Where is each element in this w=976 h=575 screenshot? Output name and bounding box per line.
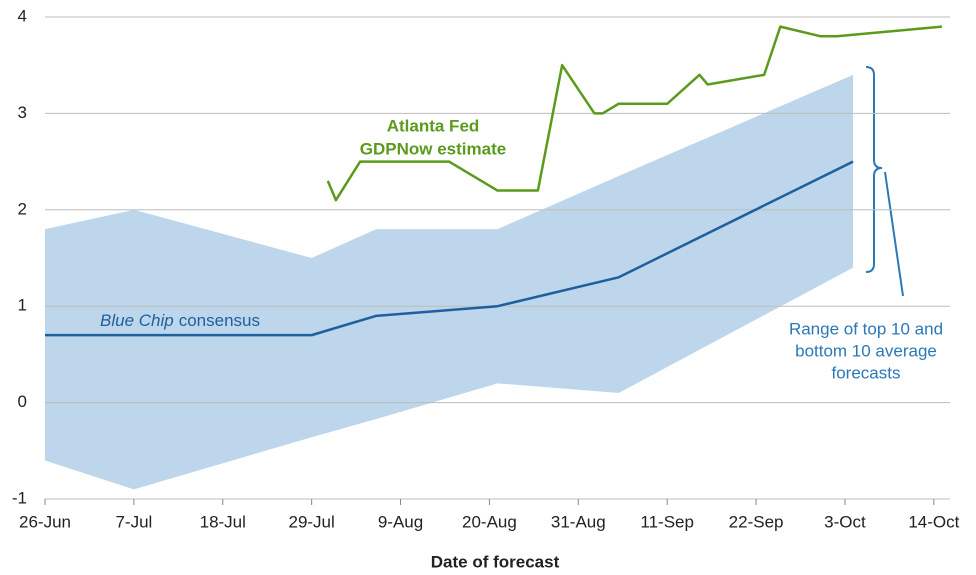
x-tick-label: 26-Jun — [19, 512, 71, 531]
range-brace — [865, 66, 883, 273]
band-label: bottom 10 average — [795, 341, 937, 360]
y-tick-label: 1 — [18, 296, 27, 315]
series-line — [45, 160, 854, 337]
y-tick-label: 2 — [18, 199, 27, 218]
x-tick-label: 7-Jul — [115, 512, 152, 531]
x-tick-label: 9-Aug — [378, 512, 423, 531]
x-tick-label: 11-Sep — [640, 512, 694, 531]
x-tick-label: 14-Oct — [908, 512, 959, 531]
y-tick-label: 4 — [18, 6, 27, 25]
series-line — [326, 25, 943, 202]
x-axis-title: Date of forecast — [431, 552, 560, 571]
series-label-rest: consensus — [179, 311, 260, 330]
brace-pointer — [884, 171, 904, 297]
series-label: Atlanta Fed — [387, 116, 480, 135]
y-tick-label: 0 — [18, 392, 27, 411]
series-label: Blue Chip consensus — [100, 311, 260, 330]
series-label-italic: Blue Chip — [100, 311, 174, 330]
y-tick-label: -1 — [12, 488, 27, 507]
band-label: forecasts — [832, 363, 901, 382]
x-tick-label: 29-Jul — [288, 512, 334, 531]
x-tick-label: 18-Jul — [200, 512, 246, 531]
y-tick-label: 3 — [18, 103, 27, 122]
range-band — [45, 74, 854, 490]
series-label: GDPNow estimate — [360, 139, 506, 158]
x-tick-label: 20-Aug — [462, 512, 517, 531]
x-tick-label: 22-Sep — [729, 512, 784, 531]
band-label: Range of top 10 and — [789, 319, 943, 338]
x-tick-label: 3-Oct — [824, 512, 866, 531]
x-tick-label: 31-Aug — [551, 512, 606, 531]
